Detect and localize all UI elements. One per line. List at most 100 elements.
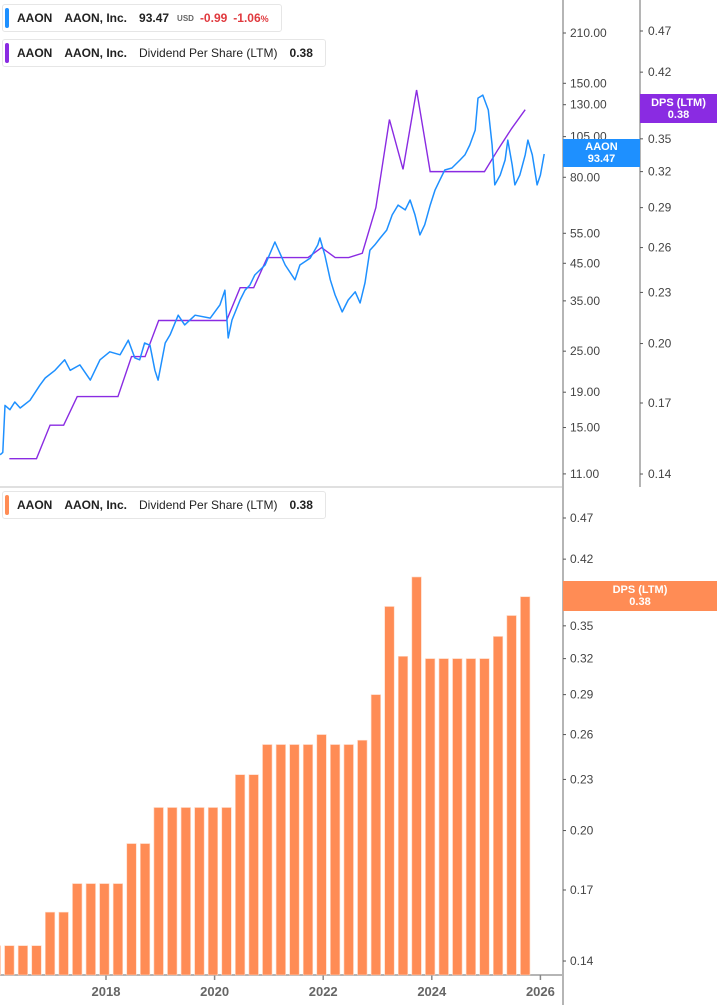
dps-bar-tick-label: 0.47 [570,511,594,525]
price-tick-label: 130.00 [570,98,607,112]
x-tick-label: 2020 [200,984,229,999]
dps-bar [194,807,205,976]
price-tick-label: 80.00 [570,170,600,184]
x-tick-label: 2024 [417,984,447,999]
dps-bar [85,883,96,976]
dps-legend-bottom[interactable]: AAON AAON, Inc. Dividend Per Share (LTM)… [2,491,326,519]
dps-tag-bottom: DPS (LTM) 0.38 [563,581,717,611]
dps-bar [112,883,123,976]
dps-bar-tick-label: 0.17 [570,883,594,897]
change-pct-value: -1.06 [233,11,261,25]
dps-bar [506,615,517,976]
x-tick-label: 2018 [92,984,121,999]
pct-sign: % [260,14,269,24]
dps-bar [492,636,504,976]
dps-bar [302,744,314,976]
dps-bar [465,658,476,976]
dps-bar [45,911,56,976]
dps-bar [17,945,28,976]
dps-bar-tick-label: 0.42 [570,552,594,566]
price-tick-label: 35.00 [570,294,600,308]
dps-bar [330,744,341,976]
legend-metric: Dividend Per Share (LTM) [139,46,278,60]
dps-tick-label: 0.29 [648,201,672,215]
dps-bar [4,945,15,976]
price-tick-label: 25.00 [570,344,600,358]
legend-company: AAON, Inc. [64,498,128,512]
dps-tick-label: 0.17 [648,396,672,410]
dps-bar [72,883,83,976]
dps-bar [425,658,436,976]
price-tag-value: 93.47 [587,153,616,165]
dps-bar [452,658,463,976]
price-tag-ticker: AAON [585,141,618,153]
price-line [0,94,545,456]
dps-bar [357,739,368,976]
legend-ticker: AAON [17,46,53,60]
dps-bar [0,945,1,976]
legend-ticker: AAON [17,11,53,25]
x-tick-label: 2026 [526,984,555,999]
legend-price: 93.47 [139,11,170,25]
dps-tag-label: DPS (LTM) [612,584,668,596]
legend-change: -0.99 [199,11,228,25]
price-tick-label: 55.00 [570,226,600,240]
dps-bar [397,656,409,976]
dps-bar [153,807,164,976]
legend-value: 0.38 [289,498,313,512]
dps-bar-tick-label: 0.14 [570,954,594,968]
dps-tick-label: 0.14 [648,467,672,481]
price-legend[interactable]: AAON AAON, Inc. 93.47 USD -0.99 -1.06% [2,4,282,32]
dps-legend-top[interactable]: AAON AAON, Inc. Dividend Per Share (LTM)… [2,39,326,67]
dps-bar [31,945,42,976]
price-tick-label: 15.00 [570,421,600,435]
dps-bar [479,658,490,976]
dps-bar-tick-label: 0.32 [570,652,594,666]
dps-bar [99,883,110,976]
price-tick-label: 19.00 [570,385,600,399]
legend-ticker: AAON [17,498,53,512]
dps-bar-tick-label: 0.23 [570,772,594,786]
dps-bar [370,694,381,976]
dps-bar [289,744,300,976]
dps-tag-top: DPS (LTM) 0.38 [640,94,717,123]
dps-line [9,89,526,460]
legend-metric: Dividend Per Share (LTM) [139,498,278,512]
dps-bar [275,744,286,976]
dps-tag-value: 0.38 [667,108,690,121]
dps-bar [180,807,191,976]
series-color-marker [5,8,9,28]
x-tick-label: 2022 [309,984,338,999]
price-tick-label: 11.00 [570,467,599,481]
dps-tick-label: 0.20 [648,337,672,351]
dps-tick-label: 0.32 [648,165,672,179]
legend-value: 0.38 [289,46,313,60]
dps-tick-label: 0.35 [648,132,672,146]
dps-bar [316,734,327,976]
dps-bar [207,807,219,976]
dps-bar [520,596,531,976]
dps-tick-label: 0.23 [648,285,672,299]
dps-bar [140,843,151,976]
dps-bar [384,606,395,976]
dps-tick-label: 0.42 [648,65,672,79]
dps-tag-label: DPS (LTM) [651,96,706,109]
legend-company: AAON, Inc. [64,11,128,25]
legend-currency: USD [177,13,194,23]
dps-bar-tick-label: 0.20 [570,824,594,838]
dps-bar [167,807,178,976]
dps-bar [248,774,259,976]
price-tick-label: 45.00 [570,256,600,270]
series-color-marker [5,495,9,515]
dps-bar [262,744,273,976]
dps-bar [221,807,232,976]
dps-tick-label: 0.47 [648,24,672,38]
dps-bar [343,744,354,976]
legend-change-pct: -1.06% [233,11,268,25]
legend-company: AAON, Inc. [64,46,128,60]
dps-bar [58,911,69,976]
dps-bar-tick-label: 0.35 [570,619,594,633]
dps-bar [411,576,422,976]
dps-bar [438,658,449,976]
